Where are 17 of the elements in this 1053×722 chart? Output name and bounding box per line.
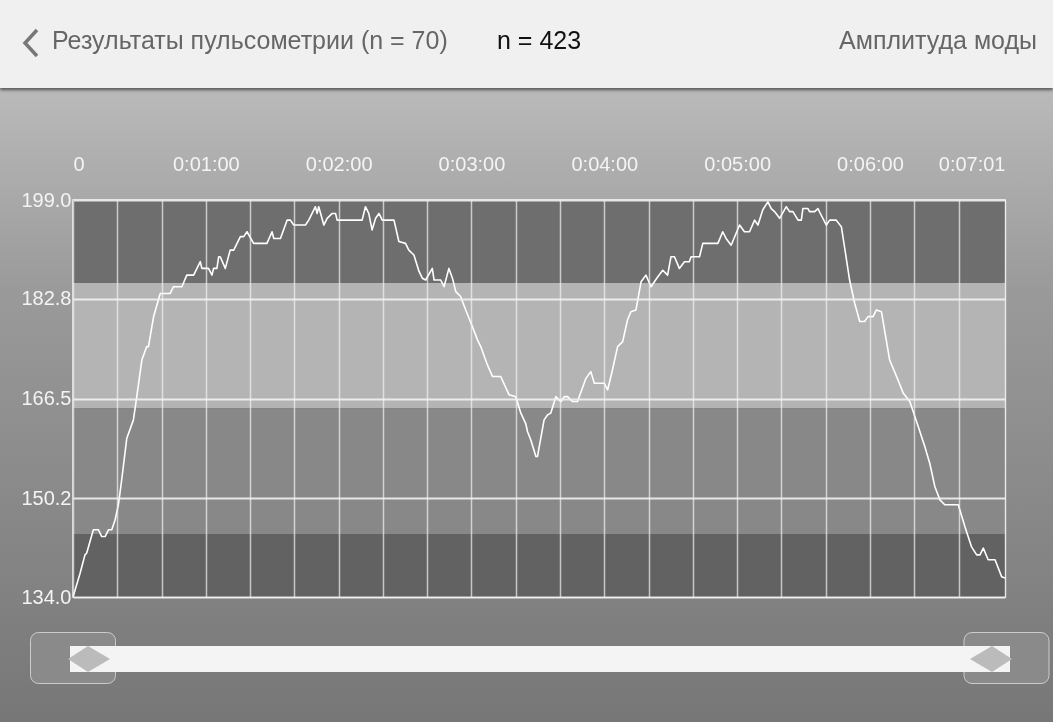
x-tick-label: 0:05:00	[704, 152, 771, 175]
chart-title: Результаты пульсометрии (n = 70)	[52, 26, 448, 55]
y-tick-label: 166.5	[21, 387, 72, 409]
x-tick-label: 0	[73, 152, 85, 175]
x-tick-label: 0:02:00	[305, 152, 373, 175]
y-tick-label: 182.8	[21, 287, 72, 310]
y-tick-label: 134.0	[21, 585, 72, 608]
text: Амплитуда моды	[839, 26, 1037, 55]
chart-subtitle: n = 423	[497, 26, 582, 55]
x-tick-label: 0:03:00	[438, 152, 506, 175]
y-tick-label: 199.0	[21, 188, 72, 211]
x-tick-label: 0:04:00	[571, 152, 639, 175]
x-tick-label: 0:06:00	[837, 152, 904, 175]
y-tick-label: 150.2	[21, 486, 72, 509]
x-tick-label: 0:01:00	[172, 152, 240, 175]
x-tick-label: 0:07:01	[938, 152, 1006, 175]
line-series	[73, 201, 1005, 597]
